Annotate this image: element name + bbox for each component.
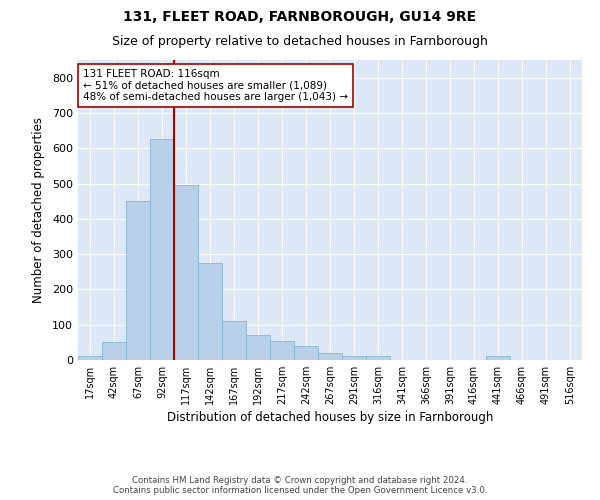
- Bar: [366, 356, 390, 360]
- Bar: [78, 356, 102, 360]
- Text: 131, FLEET ROAD, FARNBOROUGH, GU14 9RE: 131, FLEET ROAD, FARNBOROUGH, GU14 9RE: [124, 10, 476, 24]
- Bar: [270, 340, 294, 360]
- Y-axis label: Number of detached properties: Number of detached properties: [32, 117, 45, 303]
- Bar: [150, 140, 174, 360]
- Bar: [126, 201, 150, 360]
- Bar: [222, 321, 246, 360]
- Bar: [486, 356, 510, 360]
- Bar: [198, 263, 222, 360]
- Bar: [174, 186, 198, 360]
- Text: Size of property relative to detached houses in Farnborough: Size of property relative to detached ho…: [112, 35, 488, 48]
- X-axis label: Distribution of detached houses by size in Farnborough: Distribution of detached houses by size …: [167, 411, 493, 424]
- Text: 131 FLEET ROAD: 116sqm
← 51% of detached houses are smaller (1,089)
48% of semi-: 131 FLEET ROAD: 116sqm ← 51% of detached…: [83, 69, 348, 102]
- Text: Contains HM Land Registry data © Crown copyright and database right 2024.
Contai: Contains HM Land Registry data © Crown c…: [113, 476, 487, 495]
- Bar: [294, 346, 318, 360]
- Bar: [342, 356, 366, 360]
- Bar: [318, 353, 342, 360]
- Bar: [102, 342, 126, 360]
- Bar: [246, 336, 270, 360]
